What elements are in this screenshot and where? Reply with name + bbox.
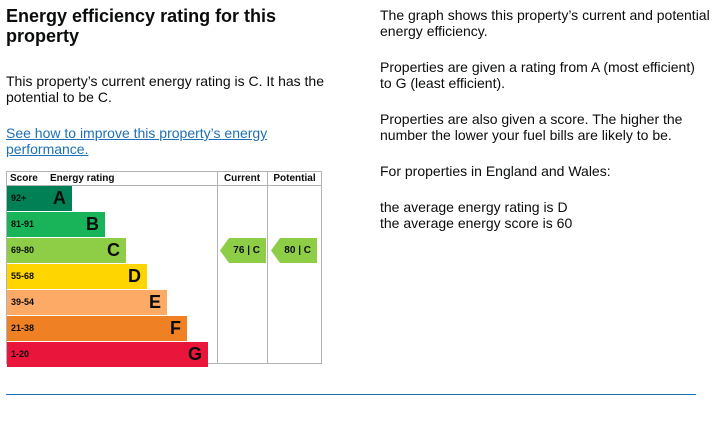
summary-column: Energy efficiency rating for this proper… <box>6 6 346 159</box>
explanation-column: The graph shows this property’s current … <box>380 7 710 231</box>
section-divider <box>6 394 696 395</box>
band-a-bar: 92+ A <box>7 186 72 211</box>
band-d-bar: 55-68 D <box>7 264 147 289</box>
band-c-letter: C <box>107 240 120 260</box>
band-g-letter: G <box>187 344 202 364</box>
band-e-letter: E <box>148 292 161 312</box>
energy-rating-header: Energy rating <box>50 173 115 186</box>
current-column-divider <box>217 172 218 363</box>
potential-rating-arrow: 80 | C <box>271 238 317 263</box>
band-d-range: 55-68 <box>11 271 35 281</box>
current-rating-arrow: 76 | C <box>220 238 266 263</box>
band-a-range: 92+ <box>11 193 27 203</box>
average-score-text: the average energy score is 60 <box>380 215 573 231</box>
band-e-range: 39-54 <box>11 297 35 307</box>
england-wales-heading: For properties in England and Wales: <box>380 163 611 179</box>
current-header: Current <box>217 172 267 186</box>
explanation-graph: The graph shows this property’s current … <box>380 7 710 39</box>
band-g-bar: 1-20 G <box>7 342 208 367</box>
potential-header: Potential <box>267 172 322 186</box>
band-c-bar: 69-80 C <box>7 238 126 263</box>
band-f-range: 21-38 <box>11 323 35 333</box>
band-d-letter: D <box>128 266 141 286</box>
explanation-rating-scale: Properties are given a rating from A (mo… <box>380 59 695 91</box>
explanation-score: Properties are also given a score. The h… <box>380 111 683 143</box>
current-rating-text: This property’s current energy rating is… <box>6 73 324 105</box>
band-e-bar: 39-54 E <box>7 290 167 315</box>
energy-rating-chart: Score Energy rating Current Potential 92… <box>6 171 322 367</box>
potential-column-divider <box>267 172 268 363</box>
band-b-range: 81-91 <box>11 219 35 229</box>
band-f-letter: F <box>170 318 181 338</box>
band-f-bar: 21-38 F <box>7 316 187 341</box>
band-b-letter: B <box>86 214 99 234</box>
average-rating-text: the average energy rating is D <box>380 199 568 215</box>
improve-performance-link[interactable]: See how to improve this property’s energ… <box>6 125 268 157</box>
band-c-range: 69-80 <box>11 245 35 255</box>
band-b-bar: 81-91 B <box>7 212 105 237</box>
score-header: Score <box>10 173 38 186</box>
page-title: Energy efficiency rating for this proper… <box>6 6 277 46</box>
band-a-letter: A <box>53 188 66 208</box>
band-g-range: 1-20 <box>11 349 30 359</box>
